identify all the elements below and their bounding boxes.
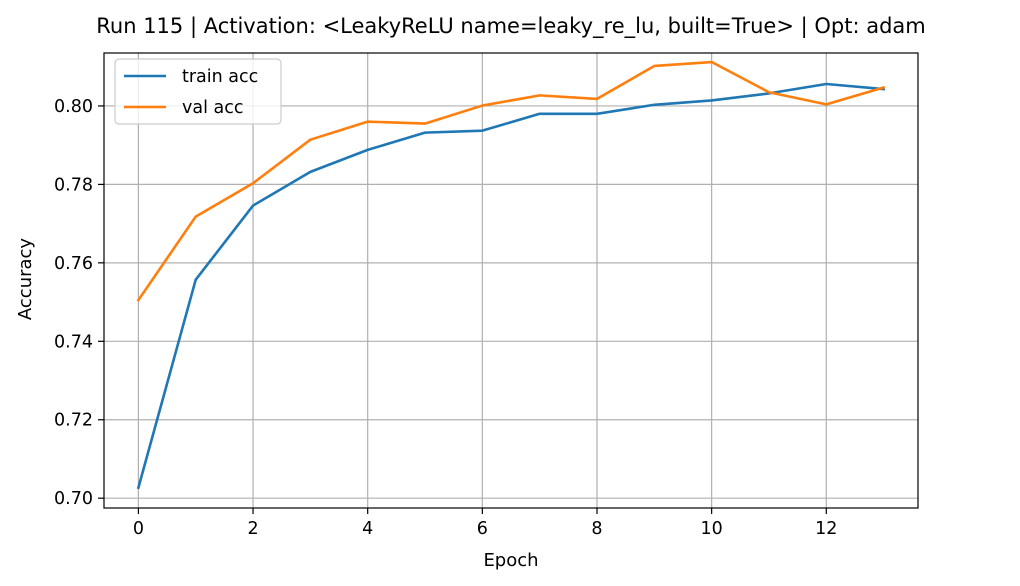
series-line-train-acc xyxy=(136,82,886,490)
x-tick-label: 2 xyxy=(247,519,258,539)
x-axis-label: Epoch xyxy=(483,550,538,571)
y-tick-label: 0.74 xyxy=(54,332,93,352)
legend-label: val acc xyxy=(182,98,243,118)
legend-label: train acc xyxy=(182,67,258,87)
y-tick-label: 0.80 xyxy=(54,97,93,117)
series-lines xyxy=(136,60,886,490)
x-tick-label: 8 xyxy=(591,519,602,539)
x-tick-label: 6 xyxy=(477,519,488,539)
y-tick-label: 0.76 xyxy=(54,254,93,274)
x-tick-label: 12 xyxy=(815,519,837,539)
grid xyxy=(104,53,918,508)
y-tick-label: 0.70 xyxy=(54,489,93,509)
x-tick-label: 4 xyxy=(362,519,373,539)
legend: train acc val acc xyxy=(114,58,282,125)
y-axis-label: Accuracy xyxy=(15,238,36,321)
y-tick-label: 0.78 xyxy=(54,175,93,195)
chart-title: Run 115 | Activation: <LeakyReLU name=le… xyxy=(96,14,926,39)
x-tick-label: 0 xyxy=(133,519,144,539)
x-tick-label: 10 xyxy=(700,519,722,539)
y-tick-label: 0.72 xyxy=(54,411,93,431)
plot-area-frame xyxy=(103,52,919,509)
axis-ticks: 0 2 4 6 8 10 12 0.70 0.72 0.74 0.76 0.78 0.80 xyxy=(54,97,837,539)
series-line-val-acc xyxy=(136,60,886,302)
